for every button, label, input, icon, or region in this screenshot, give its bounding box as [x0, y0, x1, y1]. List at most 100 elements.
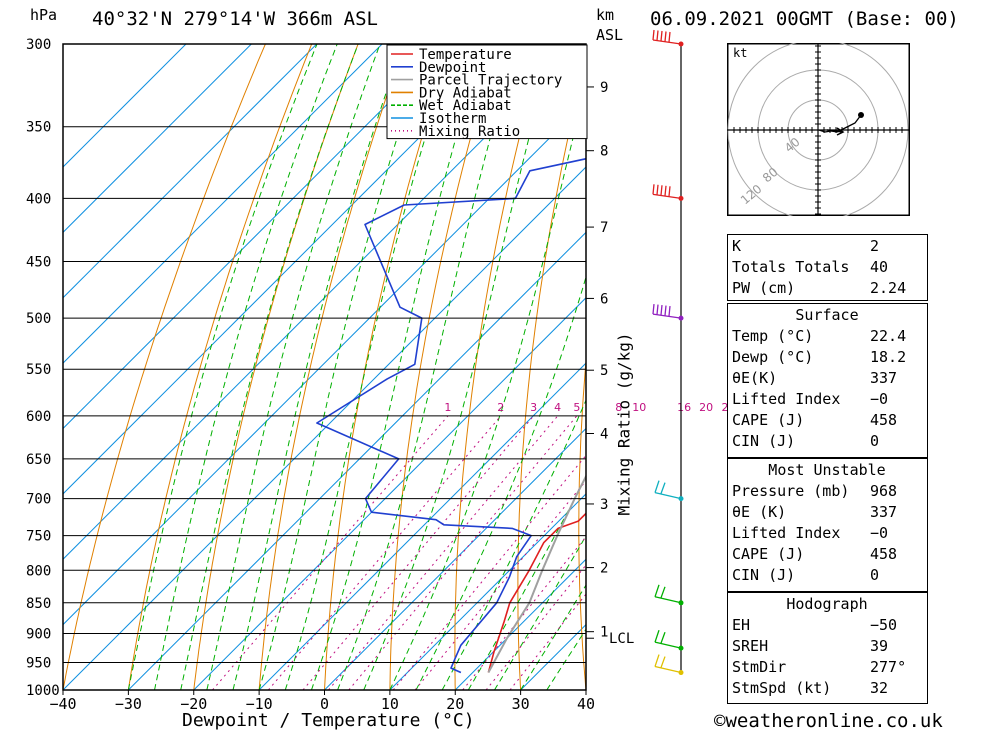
mixing-ratio-line [302, 415, 534, 690]
isotherm-line [63, 44, 383, 364]
km-tick-label: 2 [600, 561, 608, 577]
isotherm-line [324, 427, 586, 690]
hodograph-top-point [858, 112, 864, 118]
surface-row-label: CIN (J) [732, 432, 796, 450]
wet-adiabat-line [206, 44, 381, 690]
pressure-tick-label: 650 [26, 452, 51, 468]
surface-row-label: CAPE (J) [732, 411, 805, 429]
wind-barb-feather [664, 185, 667, 196]
mixing-ratio-label: 16 [677, 401, 691, 414]
surface-row-label: Lifted Index [732, 390, 841, 408]
plot-frame [62, 43, 587, 691]
hodograph-stats-row-label: StmDir [732, 658, 787, 676]
wind-barb [654, 629, 684, 651]
dry-adiabat-line [193, 44, 359, 690]
wind-barb-feather [660, 482, 666, 494]
pressure-tick-label: 350 [26, 120, 51, 136]
pressure-tick-label: 500 [26, 311, 51, 327]
mixing-ratio-label: 10 [632, 401, 646, 414]
isotherm-line [63, 44, 318, 299]
isotherm-line [63, 44, 448, 430]
hodograph-stats-row-label: EH [732, 616, 751, 634]
copyright-label: ©weatheronline.co.uk [714, 710, 943, 732]
wind-barb [654, 584, 684, 606]
wind-barb-feather [660, 30, 663, 42]
km-tick-label: 1 [600, 625, 608, 641]
wet-adiabat-line [154, 44, 338, 690]
isotherm-line [63, 44, 187, 168]
pressure-tick-label: 1000 [26, 683, 60, 699]
legend-label: Mixing Ratio [419, 124, 520, 140]
surface-row-label: θE(K) [732, 369, 778, 387]
storm-motion-arrow [826, 127, 845, 136]
legend-label: Parcel Trajectory [419, 73, 562, 89]
wind-barb [654, 654, 684, 676]
dry-adiabat-line [695, 44, 729, 690]
legend-label: Isotherm [419, 111, 486, 127]
parcel-trajectory-line [487, 474, 586, 673]
x-tick-label: 20 [446, 695, 464, 713]
surface-row-value: 22.4 [870, 327, 907, 345]
surface-title: Surface [795, 306, 859, 324]
most-unstable-row-label: CAPE (J) [732, 545, 805, 563]
mixing-ratio-label: 20 [699, 401, 713, 414]
mixing-ratio-line [328, 415, 559, 690]
mixing-ratio-label: 5 [573, 401, 580, 414]
hodograph-stats-row-value: −50 [870, 616, 898, 634]
x-axis-label: Dewpoint / Temperature (°C) [182, 710, 475, 731]
legend-label: Temperature [419, 47, 512, 63]
isotherm-line [63, 166, 586, 690]
km-tick-label: 7 [600, 220, 608, 236]
pressure-tick-label: 300 [26, 37, 51, 53]
k-index-value: 2 [870, 237, 880, 255]
most-unstable-row-label: θE (K) [732, 503, 787, 521]
pressure-tick-label: 750 [26, 529, 51, 545]
surface-row-value: 18.2 [870, 348, 907, 366]
mixing-ratio-line [348, 415, 578, 690]
legend-label: Dry Adiabat [419, 85, 512, 101]
wind-barb-feather [668, 31, 671, 43]
surface-row-value: 0 [870, 432, 880, 450]
pressure-tick-label: 450 [26, 255, 51, 271]
pressure-tick-label: 950 [26, 655, 51, 671]
isotherm-line [389, 493, 586, 690]
hodograph-stats-table: Hodograph EH −50 SREH 39 StmDir 277° StmSpd… [728, 594, 926, 699]
surface-row-value: −0 [870, 390, 889, 408]
surface-table: Surface Temp (°C) 22.4 Dewp (°C) 18.2 θE(K… [728, 305, 926, 452]
k-index-label: K [732, 237, 742, 255]
wind-barb-shaft [652, 193, 682, 200]
wind-barb-feather [656, 304, 659, 315]
dry-adiabat-line [63, 44, 266, 690]
hodograph-stats-title: Hodograph [786, 595, 868, 613]
x-tick-label: 40 [577, 695, 595, 713]
surface-row-value: 458 [870, 411, 898, 429]
wind-barb-feather [654, 584, 660, 598]
mixing-ratio-line [212, 415, 449, 690]
isotherm-line [63, 44, 252, 234]
x-tick-label: 0 [320, 695, 329, 713]
wind-barb [652, 304, 684, 321]
dry-adiabat-line [324, 44, 452, 690]
pressure-tick-label: 600 [26, 409, 51, 425]
x-tick-label: −10 [246, 695, 273, 713]
pressure-tick-label: 850 [26, 596, 51, 612]
km-tick-label: 6 [600, 291, 608, 307]
surface-box [727, 303, 928, 458]
km-tick-label: 8 [600, 144, 608, 160]
wind-barb-feather [654, 654, 660, 667]
most-unstable-row-label: Pressure (mb) [732, 482, 850, 500]
indices-box [727, 234, 928, 301]
km-tick-label: 5 [600, 363, 608, 379]
isotherm-line [258, 362, 586, 690]
wind-barb-feather [668, 306, 671, 317]
wet-adiabat-line [337, 44, 518, 690]
pressure-tick-label: 550 [26, 362, 51, 378]
wind-barb-feather [664, 305, 667, 316]
km-tick-label: 4 [600, 427, 608, 443]
most-unstable-table: Most Unstable Pressure (mb) 968 θE (K) 337… [728, 460, 926, 586]
wind-barb [654, 480, 684, 502]
wet-adiabat-line [258, 44, 429, 690]
wind-barb [652, 29, 684, 47]
dry-adiabat-line [638, 44, 683, 690]
